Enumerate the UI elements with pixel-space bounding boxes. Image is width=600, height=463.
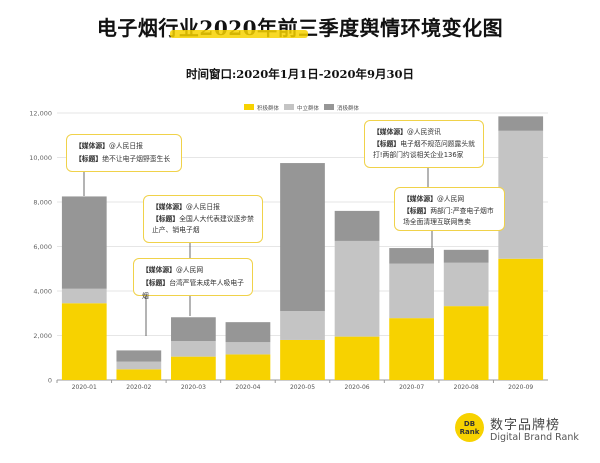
x-tick-label: 2020-03 bbox=[181, 384, 206, 391]
bar-2020-01-中立群体 bbox=[61, 288, 107, 304]
x-tick-label: 2020-06 bbox=[345, 384, 370, 391]
bar-2020-03-中立群体 bbox=[171, 341, 216, 357]
bar-2020-07-积极群体 bbox=[389, 318, 434, 380]
x-tick-label: 2020-09 bbox=[508, 384, 533, 391]
y-tick-label: 10,000 bbox=[29, 154, 52, 162]
y-tick-label: 8,000 bbox=[33, 199, 52, 207]
y-tick-label: 4,000 bbox=[33, 288, 52, 296]
annotation-mar-2: 【媒体源】@人民网 【标题】台湾严管未成年人吸电子烟 bbox=[133, 258, 253, 300]
brand-name-en: Digital Brand Rank bbox=[490, 432, 579, 443]
bar-2020-03-消极群体 bbox=[171, 317, 216, 342]
dbrank-logo: DB Rank bbox=[455, 413, 484, 442]
bar-2020-08-消极群体 bbox=[443, 249, 489, 263]
annotation-mar: 【媒体源】@人民日报 【标题】全国人大代表建议逐步禁止产、销电子烟 bbox=[143, 195, 263, 243]
bar-2020-02-中立群体 bbox=[116, 361, 162, 370]
bar-2020-01-消极群体 bbox=[61, 196, 107, 289]
bar-2020-05-中立群体 bbox=[280, 311, 325, 340]
legend-label: 消极群体 bbox=[337, 104, 360, 112]
bar-2020-03-积极群体 bbox=[171, 356, 216, 380]
legend-swatch bbox=[324, 104, 334, 110]
bar-2020-02-积极群体 bbox=[116, 369, 162, 380]
annotation-jan: 【媒体源】@人民日报 【标题】绝不让电子烟野蛮生长 bbox=[66, 134, 182, 172]
x-tick-label: 2020-08 bbox=[454, 384, 479, 391]
x-tick-label: 2020-07 bbox=[399, 384, 424, 391]
y-tick-label: 2,000 bbox=[33, 332, 52, 340]
y-tick-label: 6,000 bbox=[33, 243, 52, 251]
bar-2020-04-积极群体 bbox=[225, 354, 271, 380]
y-tick-label: 0 bbox=[48, 377, 52, 385]
bar-2020-06-积极群体 bbox=[334, 336, 380, 380]
bar-2020-01-积极群体 bbox=[61, 303, 107, 380]
bar-2020-09-中立群体 bbox=[498, 130, 544, 259]
bar-2020-04-消极群体 bbox=[225, 322, 271, 343]
bar-2020-07-消极群体 bbox=[389, 248, 434, 264]
x-tick-label: 2020-04 bbox=[235, 384, 260, 391]
bar-2020-08-中立群体 bbox=[443, 262, 489, 307]
bar-2020-08-积极群体 bbox=[443, 306, 489, 380]
y-tick-label: 12,000 bbox=[29, 110, 52, 118]
bar-2020-05-消极群体 bbox=[280, 163, 325, 312]
x-tick-label: 2020-01 bbox=[72, 384, 97, 391]
title-highlight bbox=[170, 30, 308, 38]
legend-swatch bbox=[244, 104, 254, 110]
annotation-sep: 【媒体源】@人民资讯 【标题】电子烟不规范问题露头就打!两部门约谈相关企业136… bbox=[364, 120, 484, 168]
bar-2020-05-积极群体 bbox=[280, 339, 325, 380]
bar-2020-04-中立群体 bbox=[225, 342, 271, 355]
legend-label: 中立群体 bbox=[297, 104, 320, 112]
chart-subtitle: 时间窗口:2020年1月1日-2020年9月30日 bbox=[185, 67, 415, 81]
brand-name-cn: 数字品牌榜 bbox=[490, 418, 561, 433]
x-tick-label: 2020-05 bbox=[290, 384, 315, 391]
bar-2020-09-消极群体 bbox=[498, 116, 544, 131]
bar-2020-06-中立群体 bbox=[334, 240, 380, 337]
legend-swatch bbox=[284, 104, 294, 110]
bar-2020-02-消极群体 bbox=[116, 350, 162, 362]
x-tick-label: 2020-02 bbox=[126, 384, 151, 391]
annotation-jul: 【媒体源】@人民网 【标题】两部门:严查电子烟市场全面清理互联网售卖 bbox=[394, 187, 505, 231]
bar-2020-06-消极群体 bbox=[334, 210, 380, 241]
legend-label: 积极群体 bbox=[257, 104, 280, 112]
bar-2020-09-积极群体 bbox=[498, 258, 544, 380]
bar-2020-07-中立群体 bbox=[389, 263, 434, 319]
